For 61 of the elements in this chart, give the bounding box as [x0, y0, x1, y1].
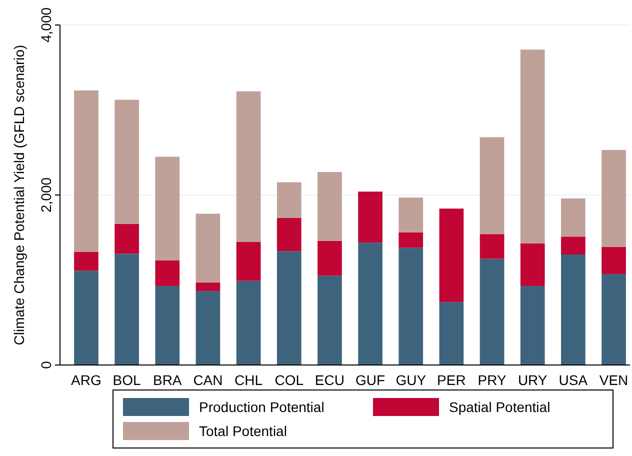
bar	[439, 302, 464, 365]
bar	[318, 172, 342, 241]
x-tick-label: USA	[558, 372, 588, 388]
x-tick-label: GUY	[396, 372, 427, 388]
bar	[236, 91, 261, 242]
bar	[114, 254, 139, 365]
bar	[236, 242, 261, 281]
bar	[196, 214, 220, 283]
bar	[602, 150, 626, 247]
bar	[276, 182, 302, 218]
x-tick-label: COL	[274, 372, 304, 388]
x-tick-label: GUF	[356, 372, 386, 388]
bar	[318, 276, 342, 365]
bar	[196, 282, 220, 292]
x-tick-label: ECU	[314, 372, 344, 388]
x-tick-label: PER	[437, 372, 466, 388]
bar	[114, 100, 139, 224]
bar	[520, 243, 545, 286]
bar	[155, 260, 180, 286]
bar	[561, 236, 586, 254]
y-tick-label: 2,000	[38, 177, 54, 213]
bar	[520, 286, 545, 365]
bar	[439, 208, 464, 302]
bar	[196, 291, 220, 365]
y-tick-label: 4,000	[38, 7, 54, 43]
bar	[358, 192, 382, 243]
bar	[480, 137, 504, 234]
bar	[318, 240, 342, 276]
bar	[74, 252, 98, 271]
y-tick-label: 0	[38, 360, 54, 369]
legend-label: Total Potential	[199, 423, 287, 439]
x-tick-label: BOL	[112, 372, 142, 388]
bar	[602, 246, 626, 274]
bar	[398, 232, 424, 248]
bar	[480, 234, 504, 259]
bar	[520, 50, 545, 244]
bar	[276, 251, 302, 365]
bar	[74, 90, 98, 252]
bar	[602, 274, 626, 365]
y-axis-title: Climate Change Potential Yield (GFLD scenario)	[11, 44, 27, 346]
bar	[561, 198, 586, 237]
bar	[114, 224, 139, 254]
legend-label: Spatial Potential	[449, 399, 550, 415]
bar	[276, 218, 302, 252]
bar	[155, 286, 180, 365]
bar	[74, 270, 98, 365]
bar	[480, 258, 504, 365]
x-tick-label: PRY	[478, 372, 507, 388]
x-tick-label: CHL	[234, 372, 263, 388]
bar	[236, 280, 261, 365]
x-tick-label: VEN	[599, 372, 628, 388]
bar	[358, 242, 382, 365]
x-tick-label: URY	[518, 372, 548, 388]
bar	[398, 248, 424, 365]
legend-label: Production Potential	[199, 399, 324, 415]
x-tick-label: CAN	[193, 372, 223, 388]
bar	[561, 254, 586, 365]
x-tick-label: ARG	[71, 372, 102, 388]
x-tick-label: BRA	[152, 372, 182, 388]
bar	[398, 198, 424, 232]
bar	[155, 156, 180, 260]
